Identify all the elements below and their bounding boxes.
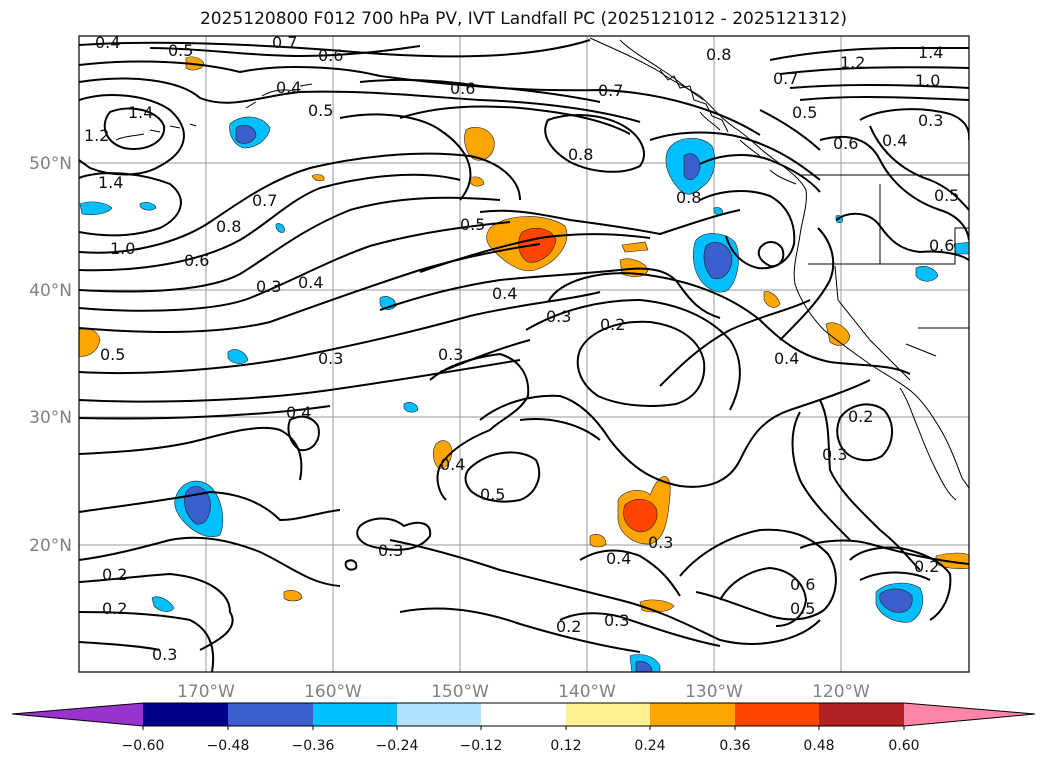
lat-label: 20°N (29, 536, 72, 556)
lat-label: 50°N (29, 154, 72, 174)
lon-label: 120°W (812, 682, 870, 702)
colorbar-segment (143, 703, 228, 726)
contour-label: 0.5 (460, 215, 485, 234)
contour-label: 0.7 (252, 191, 277, 210)
ivt-negative-anomalies (79, 116, 969, 672)
colorbar-segment (735, 703, 819, 726)
contour-label: 0.4 (286, 403, 311, 422)
contour-label: 1.2 (84, 126, 109, 145)
contour-label: 0.5 (100, 345, 125, 364)
lat-labels: 50°N 40°N 30°N 20°N (29, 154, 72, 556)
contour-label: 0.6 (929, 236, 954, 255)
contour-label: 0.2 (556, 617, 581, 636)
colorbar: −0.60 −0.48 −0.36 −0.24 −0.12 0.12 0.24 … (11, 702, 1036, 754)
colorbar-tick-label: 0.12 (550, 738, 581, 754)
contour-label: 0.2 (600, 315, 625, 334)
contour-label: 0.3 (438, 345, 463, 364)
contour-label: 1.4 (918, 43, 943, 62)
contour-label: 0.4 (882, 131, 907, 150)
colorbar-tick-label: −0.36 (292, 738, 335, 754)
contour-label: 0.3 (918, 111, 943, 130)
contour-label: 0.8 (216, 217, 241, 236)
contour-label: 0.3 (318, 349, 343, 368)
contour-label: 0.2 (848, 407, 873, 426)
colorbar-segment (397, 703, 481, 726)
contour-label: 0.3 (378, 541, 403, 560)
contour-label: 0.7 (773, 69, 798, 88)
coastline (115, 37, 969, 501)
contour-label: 0.6 (833, 134, 858, 153)
contour-label: 0.5 (790, 599, 815, 618)
contour-label: 1.4 (128, 103, 153, 122)
colorbar-tick-label: 0.24 (634, 738, 665, 754)
contour-label: 0.4 (492, 284, 517, 303)
contour-label: 0.7 (598, 81, 623, 100)
lon-label: 160°W (304, 682, 362, 702)
lon-labels: 170°W 160°W 150°W 140°W 130°W 120°W (177, 682, 870, 702)
pv-contours (79, 39, 969, 672)
map-frame (78, 35, 970, 673)
colorbar-segment (313, 703, 397, 726)
contour-label: 0.6 (450, 79, 475, 98)
map-title: 2025120800 F012 700 hPa PV, IVT Landfall… (199, 9, 847, 29)
colorbar-tick-label: 0.48 (803, 738, 834, 754)
contour-label: 0.3 (546, 307, 571, 326)
contour-label: 0.2 (102, 565, 127, 584)
contour-label: 0.6 (318, 46, 343, 65)
contour-label: 1.2 (840, 53, 865, 72)
contour-label: 0.8 (676, 188, 701, 207)
lat-label: 30°N (29, 408, 72, 428)
contour-label: 0.7 (272, 33, 297, 52)
contour-label: 0.3 (256, 277, 281, 296)
contour-label: 0.4 (95, 33, 120, 52)
contour-label: 0.6 (184, 251, 209, 270)
colorbar-segment (481, 703, 566, 726)
contour-label: 0.5 (480, 485, 505, 504)
colorbar-segment (650, 703, 735, 726)
contour-label: 0.6 (790, 575, 815, 594)
contour-label: 0.5 (308, 101, 333, 120)
lon-label: 150°W (431, 682, 489, 702)
contour-label: 0.4 (606, 549, 631, 568)
contour-label: 0.5 (792, 103, 817, 122)
contour-label: 0.3 (648, 533, 673, 552)
colorbar-tick-label: −0.60 (122, 738, 165, 754)
colorbar-segment (819, 703, 904, 726)
lon-label: 170°W (177, 682, 235, 702)
contour-label: 0.4 (774, 349, 799, 368)
colorbar-segment (228, 703, 313, 726)
colorbar-tick-label: −0.48 (207, 738, 250, 754)
contour-label: 0.8 (568, 145, 593, 164)
contour-labels: 0.4 0.5 0.7 0.6 0.8 0.7 1.2 1.4 1.0 1.4 … (84, 33, 959, 664)
lon-label: 130°W (685, 682, 743, 702)
colorbar-tick-label: −0.24 (376, 738, 419, 754)
lon-label: 140°W (558, 682, 616, 702)
colorbar-over-extend (904, 703, 1035, 726)
colorbar-tick-label: −0.12 (460, 738, 503, 754)
contour-label: 0.3 (822, 445, 847, 464)
contour-label: 0.2 (914, 557, 939, 576)
contour-label: 0.2 (102, 599, 127, 618)
contour-label: 1.0 (110, 239, 135, 258)
colorbar-under-extend (12, 703, 143, 726)
contour-label: 0.4 (276, 78, 301, 97)
colorbar-tick-label: 0.60 (888, 738, 919, 754)
map-background (79, 36, 969, 672)
contour-label: 0.4 (440, 455, 465, 474)
colorbar-segment (566, 703, 650, 726)
colorbar-tick-label: 0.36 (719, 738, 750, 754)
contour-label: 0.5 (934, 186, 959, 205)
graticule (79, 36, 969, 672)
contour-label: 0.8 (706, 45, 731, 64)
contour-label: 0.3 (604, 611, 629, 630)
contour-label: 0.3 (152, 645, 177, 664)
contour-label: 0.4 (298, 273, 323, 292)
contour-label: 1.0 (915, 71, 940, 90)
contour-label: 1.4 (98, 173, 123, 192)
lat-label: 40°N (29, 281, 72, 301)
contour-label: 0.5 (168, 41, 193, 60)
